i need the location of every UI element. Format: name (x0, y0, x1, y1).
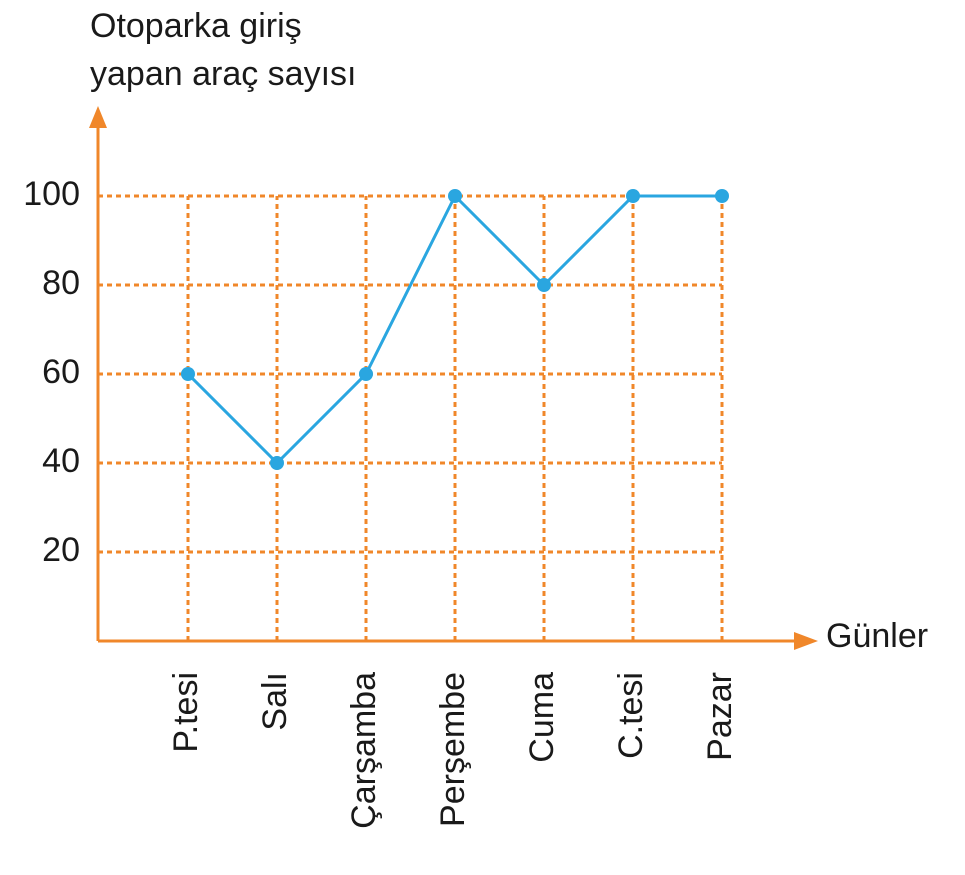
y-tick-label: 80 (42, 264, 80, 302)
data-point (448, 189, 462, 203)
data-point (359, 367, 373, 381)
y-tick-label: 60 (42, 353, 80, 391)
x-axis-arrow (794, 632, 818, 650)
x-tick-label: Cuma (523, 672, 561, 763)
y-tick-label: 100 (23, 175, 80, 213)
data-point (626, 189, 640, 203)
data-point (181, 367, 195, 381)
x-axis-label: Günler (826, 617, 928, 655)
data-point (270, 456, 284, 470)
x-tick-label: Perşembe (434, 672, 472, 827)
x-tick-label: P.tesi (167, 672, 205, 753)
y-tick-label: 40 (42, 442, 80, 480)
x-tick-label: Salı (256, 672, 294, 731)
y-tick-label: 20 (42, 531, 80, 569)
y-axis-arrow (89, 106, 107, 128)
y-axis-label: yapan araç sayısı (90, 55, 356, 93)
y-axis-label: Otoparka giriş (90, 7, 302, 45)
x-tick-label: C.tesi (612, 672, 650, 759)
x-tick-label: Pazar (701, 672, 739, 761)
data-point (715, 189, 729, 203)
x-tick-label: Çarşamba (345, 672, 383, 829)
data-point (537, 278, 551, 292)
